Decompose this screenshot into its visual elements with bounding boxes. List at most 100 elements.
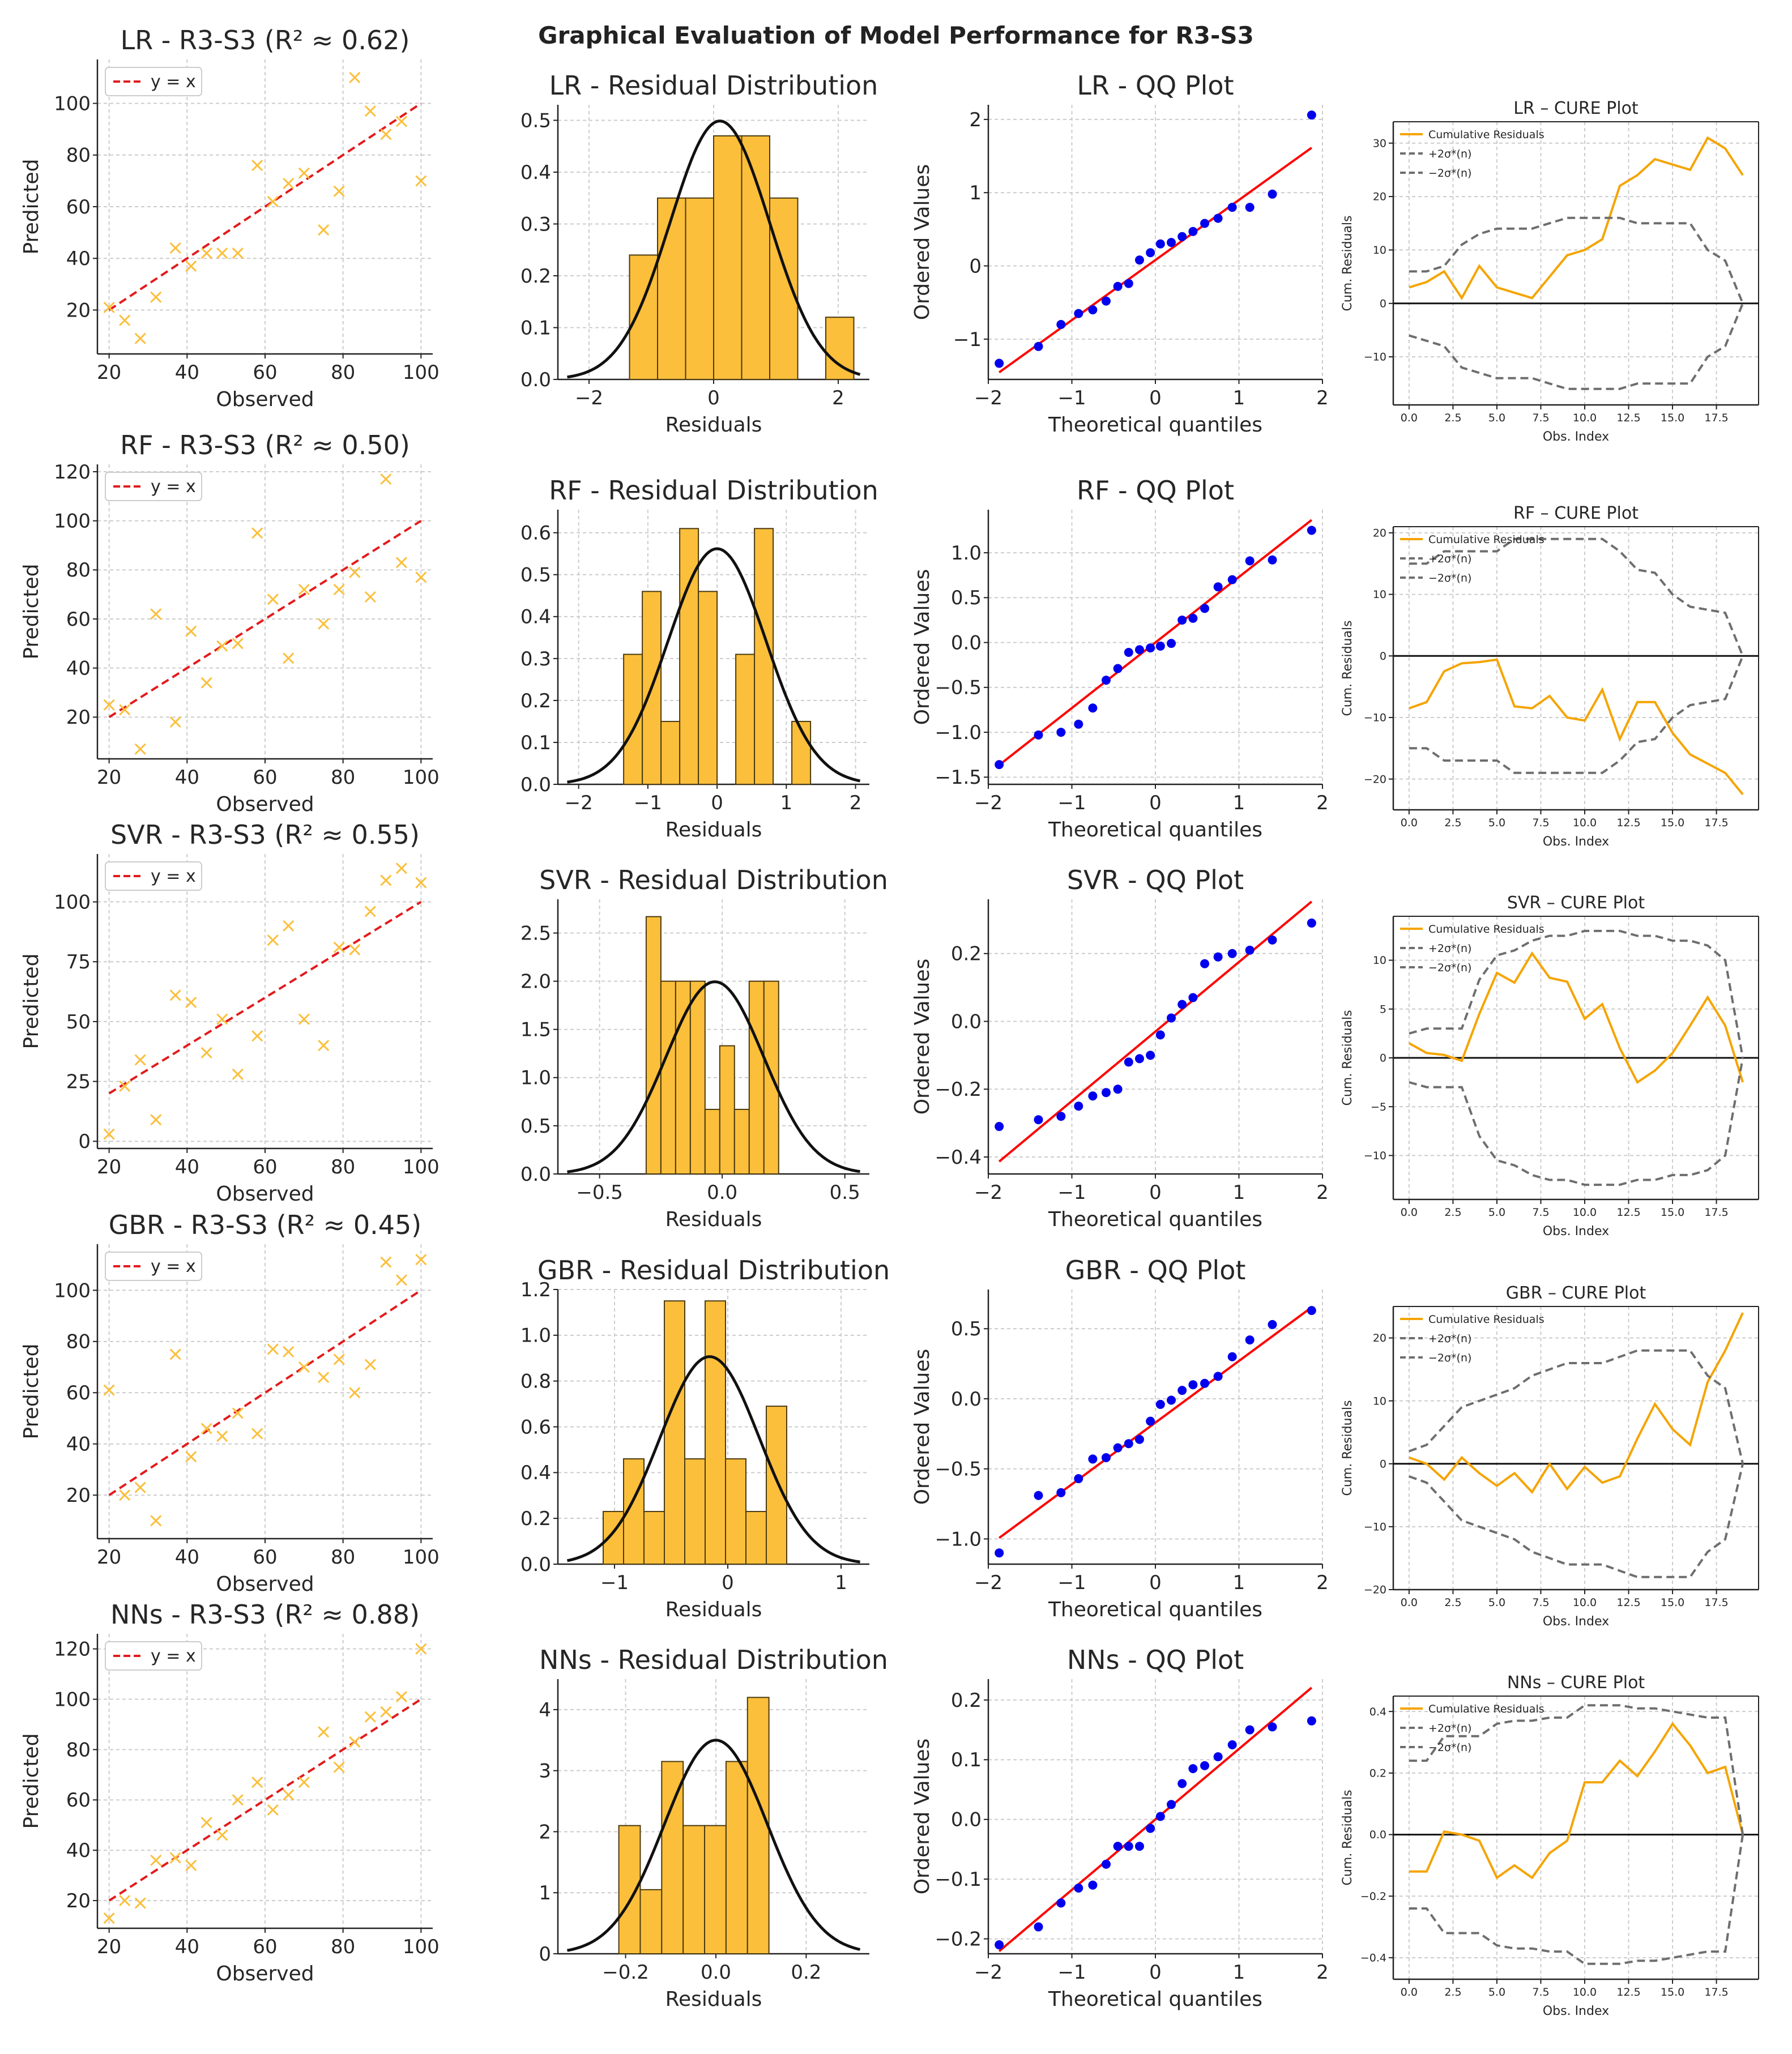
scatter-point: [103, 1912, 115, 1924]
y-tick-label: 0.0: [1369, 1829, 1386, 1841]
y-tick-label: 1.2: [520, 1279, 551, 1301]
y-tick-label: 40: [66, 1433, 91, 1456]
panel-title: NNs - Residual Distribution: [539, 1645, 888, 1675]
scatter-point: [150, 291, 162, 303]
x-tick-label: −0.2: [602, 1961, 649, 1984]
x-axis-label: Theoretical quantiles: [1048, 818, 1262, 842]
scatter-point-stroke: [380, 874, 392, 886]
qq-point: [1307, 1716, 1316, 1726]
y-tick-label: 1.0: [951, 542, 982, 565]
x-tick-label: 60: [253, 766, 277, 789]
qq-point: [1167, 1800, 1176, 1809]
scatter-point: [364, 906, 376, 917]
scatter-point: [283, 652, 295, 664]
x-tick-label: 7.5: [1532, 1596, 1549, 1609]
scatter-point-stroke: [103, 1384, 115, 1396]
histogram-bar: [746, 1697, 770, 1954]
qq-point: [1124, 1439, 1133, 1449]
x-tick-label: 1: [1233, 792, 1245, 814]
qq-point: [1188, 1380, 1198, 1390]
scatter-point-stroke: [395, 557, 407, 569]
x-tick-label: 7.5: [1532, 1206, 1549, 1219]
chart-panel-nns-qq: −2 −1 0 1 2 −0.2 −0.1 0.0 0.1 0.2 NNs - QQ Plot The…: [911, 1645, 1329, 2011]
qq-point: [1155, 1030, 1165, 1040]
scatter-point: [150, 1854, 162, 1867]
qq-point: [1200, 1761, 1210, 1770]
x-tick-label: 40: [175, 766, 199, 789]
chart-panel-nns-line: 0.0 2.5 5.0 7.5 10.0 12.5 15.0 17.5 −0.4 −0.2 0.0 0…: [1341, 1673, 1759, 2018]
qq-point: [1146, 1824, 1155, 1833]
scatter-point-stroke: [415, 175, 427, 187]
y-axis-label: Predicted: [20, 159, 43, 255]
x-tick-label: 15.0: [1661, 1986, 1684, 1999]
cure-lower-band: [1409, 1463, 1744, 1578]
y-tick-label: 0.0: [951, 1809, 982, 1831]
scatter-point: [318, 1040, 330, 1052]
scatter-point-stroke: [169, 716, 181, 728]
panel-title: GBR - R3-S3 (R² ≈ 0.45): [109, 1210, 421, 1240]
scatter-point-stroke: [333, 941, 345, 953]
scatter-point: [169, 1852, 181, 1864]
qq-point: [1213, 1372, 1223, 1381]
scatter-point: [119, 704, 131, 716]
scatter-point: [349, 566, 361, 578]
y-axis-label: Predicted: [20, 564, 43, 660]
y-tick-label: −0.5: [935, 677, 982, 699]
y-tick-label: −1.0: [935, 1528, 982, 1551]
scatter-point: [283, 920, 295, 932]
scatter-point: [185, 260, 197, 272]
scatter-point-stroke: [267, 593, 279, 605]
scatter-point-stroke: [216, 1013, 228, 1025]
x-axis-label: Obs. Index: [1543, 1224, 1609, 1239]
legend-label: y = x: [151, 866, 196, 886]
cure-lower-band: [1409, 1834, 1744, 1965]
panel-title: GBR - Residual Distribution: [537, 1255, 890, 1286]
y-tick-label: 0.0: [951, 1010, 982, 1033]
qq-point: [1188, 993, 1198, 1002]
y-tick-label: 0.5: [520, 1115, 551, 1138]
x-axis-label: Theoretical quantiles: [1048, 413, 1262, 437]
qq-point: [1268, 935, 1277, 945]
legend-label: y = x: [151, 1646, 196, 1666]
y-tick-label: 0.0: [520, 369, 551, 391]
scatter-point-stroke: [267, 1804, 279, 1816]
y-tick-label: 0.3: [520, 648, 551, 671]
qq-point: [1088, 703, 1098, 713]
y-tick-label: 0.2: [951, 1689, 982, 1712]
y-tick-label: 20: [1373, 527, 1386, 540]
y-tick-label: 0.4: [520, 161, 551, 184]
y-tick-label: 0: [539, 1943, 551, 1966]
x-tick-label: 2.5: [1444, 412, 1461, 424]
y-tick-label: 0: [78, 1130, 91, 1153]
y-tick-label: 60: [66, 1789, 91, 1812]
x-tick-label: 10.0: [1573, 1986, 1597, 1999]
scatter-point: [216, 640, 228, 652]
x-tick-label: 100: [403, 1546, 440, 1569]
legend-label: +2σ*(n): [1428, 1722, 1471, 1735]
scatter-point-stroke: [318, 1726, 330, 1738]
y-tick-label: 0: [1380, 650, 1386, 663]
y-tick-label: 0: [1380, 1052, 1386, 1065]
y-tick-label: −0.5: [935, 1458, 982, 1481]
normal-fit-curve: [567, 119, 861, 379]
y-tick-label: 1.5: [520, 1019, 551, 1041]
histogram-bar: [741, 135, 770, 380]
qq-point: [1124, 648, 1133, 657]
qq-point: [1134, 1054, 1144, 1064]
chart-panel-svr-line: 0.0 2.5 5.0 7.5 10.0 12.5 15.0 17.5 −10 −5 0 5 10 SVR…: [1341, 893, 1759, 1239]
scatter-point-stroke: [267, 195, 279, 207]
legend-label: −2σ*(n): [1428, 962, 1471, 974]
x-tick-label: 15.0: [1661, 1596, 1684, 1609]
panel-title: SVR – CURE Plot: [1507, 893, 1645, 913]
x-tick-label: 0.0: [1401, 1206, 1418, 1219]
qq-point: [1056, 728, 1066, 737]
histogram-bar: [705, 1300, 726, 1565]
qq-point: [1188, 613, 1198, 623]
normal-fit-curve: [566, 1739, 861, 1952]
scatter-point: [364, 1711, 376, 1723]
scatter-point-stroke: [119, 1895, 131, 1907]
legend: Cumulative Residuals +2σ*(n) −2σ*(n): [1400, 1313, 1544, 1364]
identity-line: [108, 102, 422, 311]
scatter-point: [134, 1481, 146, 1493]
histogram-bar: [735, 654, 756, 785]
